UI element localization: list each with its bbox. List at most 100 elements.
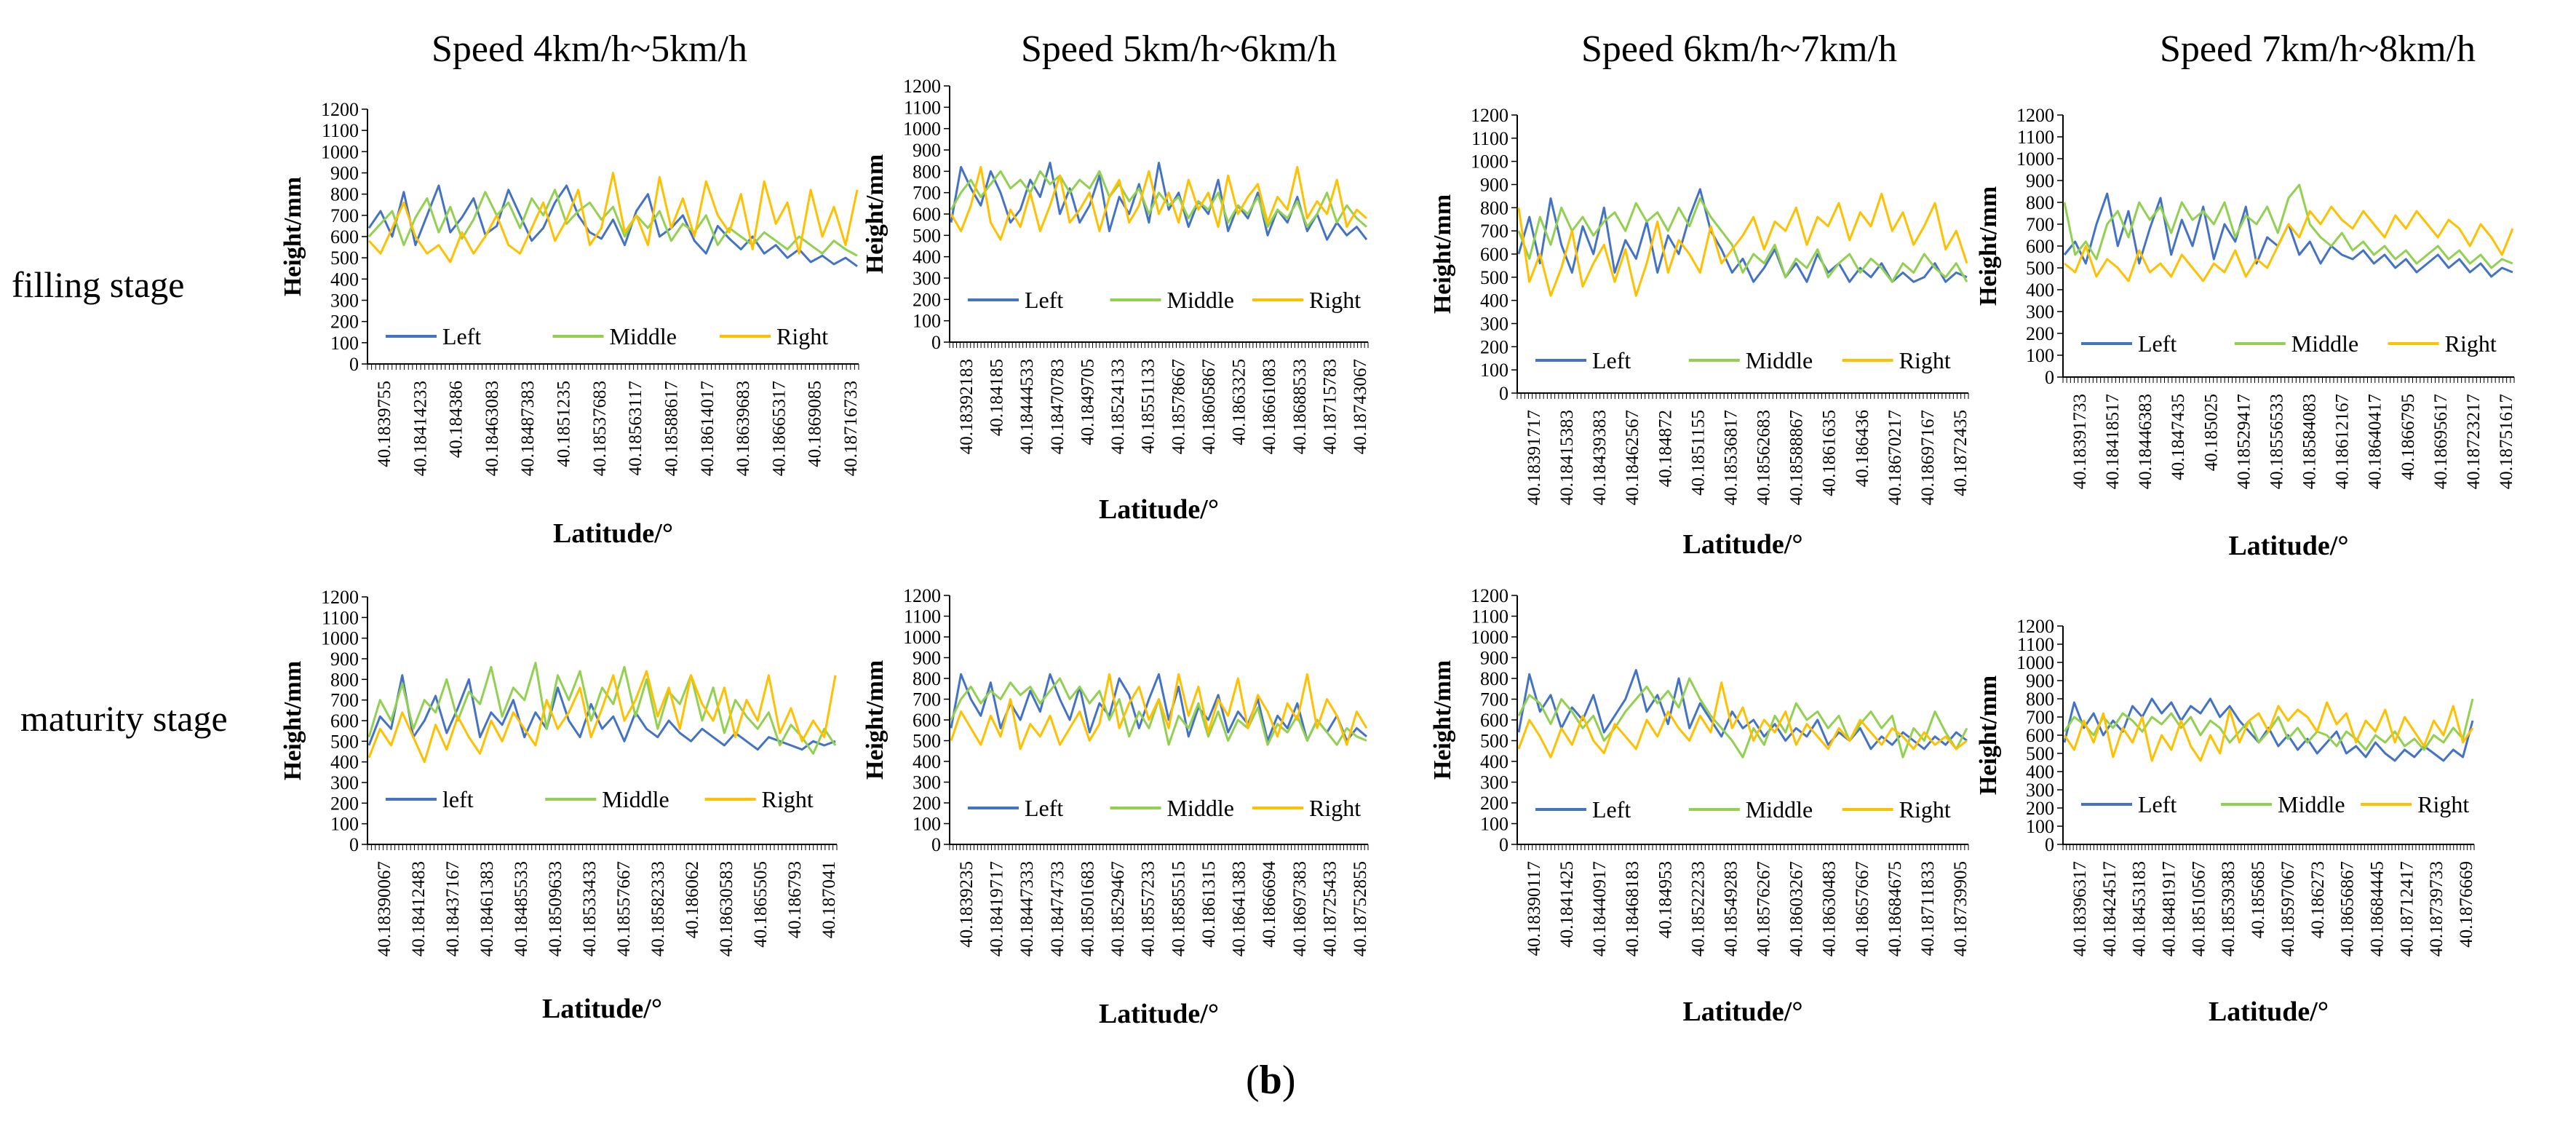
- x-tick-label: 40.18603267: [1787, 861, 1807, 956]
- x-tick-label: 40.186793: [785, 861, 805, 938]
- x-tick-label: 40.1872435: [1951, 410, 1971, 496]
- y-tick-label: 200: [913, 289, 941, 310]
- y-tick-label: 200: [1480, 336, 1508, 357]
- x-tick-label: 40.18557667: [614, 861, 634, 956]
- column-title-4: Speed 7km/h~8km/h: [2159, 28, 2476, 70]
- x-tick-label: 40.18578667: [1169, 359, 1188, 454]
- y-tick-label: 1200: [903, 585, 941, 606]
- y-tick-label: 500: [330, 247, 359, 269]
- y-tick-label: 700: [1480, 221, 1508, 242]
- x-tick-label: 40.18597067: [2278, 861, 2298, 956]
- y-tick-label: 100: [2026, 345, 2054, 366]
- y-tick-label: 100: [2026, 816, 2054, 837]
- x-tick-label: 40.18588617: [661, 381, 681, 476]
- x-tick-label: 40.18605867: [1199, 359, 1219, 454]
- legend-label: Right: [2417, 791, 2469, 817]
- x-tick-label: 40.186062: [683, 861, 702, 938]
- x-tick-label: 40.18419717: [987, 861, 1007, 956]
- x-tick-label: 40.18639683: [734, 381, 753, 476]
- x-tick-label: 40.1849705: [1078, 359, 1097, 445]
- y-tick-label: 700: [2026, 707, 2054, 728]
- x-tick-label: 40.18447333: [1017, 861, 1037, 956]
- x-tick-label: 40.18424517: [2100, 861, 2120, 956]
- x-tick-label: 40.1841425: [1557, 861, 1577, 948]
- y-tick-label: 1200: [321, 99, 359, 120]
- y-tick-label: 300: [1480, 772, 1508, 793]
- legend-label: Right: [1899, 796, 1951, 823]
- x-tick-label: 40.18715783: [1320, 359, 1340, 454]
- y-tick-label: 1100: [2017, 634, 2054, 655]
- x-tick-label: 40.18612167: [2333, 394, 2353, 489]
- y-tick-label: 100: [330, 333, 359, 354]
- y-tick-label: 600: [330, 710, 359, 732]
- chart-6: 0100200300400500600700800900100011001200…: [862, 585, 1370, 1029]
- x-tick-label: 40.18533433: [580, 861, 600, 956]
- x-tick-label: 40.18463083: [482, 381, 502, 476]
- x-tick-label: 40.18723217: [2464, 394, 2484, 489]
- x-tick-label: 40.18576267: [1754, 861, 1774, 956]
- series-line-right: [950, 673, 1368, 750]
- x-tick-label: 40.18557233: [1139, 861, 1158, 956]
- legend-label: Middle: [610, 323, 677, 349]
- y-tick-label: 0: [2045, 367, 2054, 388]
- y-tick-label: 300: [2026, 780, 2054, 801]
- x-tick-label: 40.18390117: [1524, 861, 1544, 956]
- x-tick-label: 40.185025: [2201, 394, 2221, 471]
- x-tick-label: 40.18716733: [841, 381, 861, 476]
- legend-label: Left: [1592, 796, 1631, 823]
- y-tick-label: 1100: [322, 607, 359, 628]
- y-tick-label: 800: [330, 669, 359, 690]
- y-tick-label: 200: [2026, 323, 2054, 344]
- y-tick-label: 500: [913, 225, 941, 246]
- y-tick-label: 600: [2026, 236, 2054, 257]
- series-line-right: [950, 166, 1367, 241]
- y-tick-label: 300: [330, 772, 359, 793]
- x-tick-label: 40.18582333: [648, 861, 668, 956]
- legend-label: Middle: [1746, 796, 1813, 823]
- y-tick-label: 200: [330, 793, 359, 814]
- y-tick-label: 900: [330, 163, 359, 184]
- y-tick-label: 0: [931, 834, 941, 855]
- chart-1: 0100200300400500600700800900100011001200…: [279, 99, 861, 549]
- x-tick-label: 40.18468183: [1623, 861, 1642, 956]
- y-tick-label: 300: [913, 268, 941, 289]
- x-tick-label: 40.186273: [2308, 861, 2328, 938]
- x-tick-label: 40.18688533: [1290, 359, 1310, 454]
- y-tick-label: 500: [2026, 258, 2054, 279]
- x-tick-label: 40.1869085: [806, 381, 825, 467]
- chart-4: 0100200300400500600700800900100011001200…: [1975, 105, 2516, 561]
- y-tick-label: 800: [2026, 689, 2054, 710]
- x-tick-label: 40.184872: [1655, 410, 1675, 487]
- series-line-middle: [1517, 677, 1968, 758]
- x-tick-label: 40.18537683: [590, 381, 610, 476]
- legend-label: Right: [2445, 330, 2497, 357]
- legend-label: Right: [1309, 795, 1361, 821]
- x-tick-label: 40.18630483: [1820, 861, 1840, 956]
- x-tick-label: 40.185685: [2249, 861, 2268, 938]
- y-tick-label: 700: [913, 183, 941, 204]
- series-line-middle: [1517, 197, 1968, 283]
- legend-label: Left: [442, 323, 481, 349]
- y-tick-label: 400: [330, 752, 359, 773]
- x-axis-label: Latitude/°: [542, 994, 662, 1024]
- x-tick-label: 40.18712417: [2397, 861, 2417, 956]
- y-tick-label: 0: [2045, 834, 2054, 855]
- x-tick-label: 40.18725433: [1320, 861, 1340, 956]
- x-tick-label: 40.1866694: [1260, 861, 1279, 948]
- y-axis-label: Height/mm: [1975, 676, 2002, 795]
- y-tick-label: 800: [1480, 668, 1508, 689]
- y-tick-label: 700: [330, 690, 359, 711]
- x-tick-label: 40.18630583: [717, 861, 736, 956]
- x-tick-label: 40.18585515: [1169, 861, 1188, 956]
- legend-label: Right: [1309, 287, 1361, 313]
- x-tick-label: 40.1839755: [375, 381, 394, 467]
- series-line-left: [367, 674, 836, 751]
- y-tick-label: 1000: [321, 628, 359, 649]
- y-tick-label: 200: [2026, 798, 2054, 819]
- y-tick-label: 1200: [2016, 616, 2054, 637]
- y-tick-label: 1000: [1471, 627, 1508, 648]
- x-tick-label: 40.18562683: [1754, 410, 1774, 505]
- x-tick-label: 40.18670217: [1885, 410, 1905, 505]
